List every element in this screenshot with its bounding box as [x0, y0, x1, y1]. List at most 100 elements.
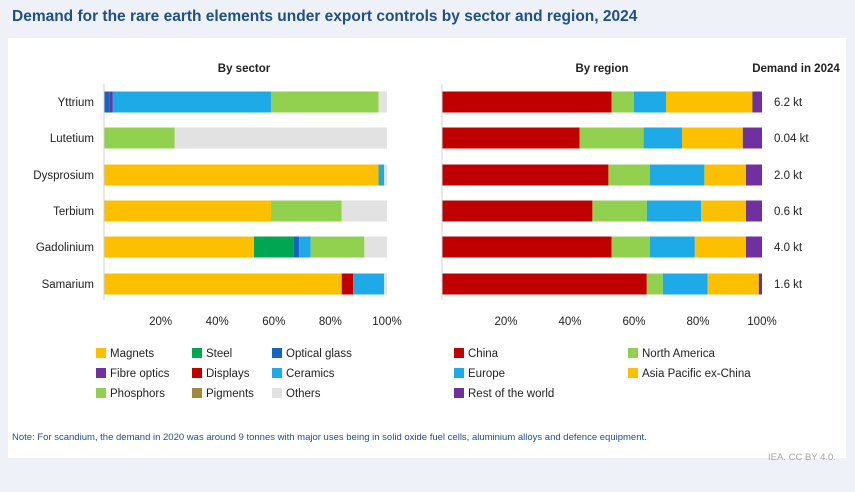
region-bar-segment-terbium-north-america [592, 200, 647, 222]
region-bar-segment-yttrium-europe [634, 91, 666, 113]
category-label: Gadolinium [36, 242, 94, 254]
region-bar-segment-dysprosium-rest-of-the-world [746, 164, 762, 186]
demand-value: 0.6 kt [774, 206, 803, 218]
chart-card: By sector 20% 40% 60% 80% 100% By region 20% 40%… [8, 38, 846, 463]
sector-bar-segment-dysprosium-ceramics [378, 164, 385, 186]
sector-x-tick-label: 40% [206, 316, 229, 328]
category-label: Dysprosium [33, 170, 94, 182]
sector-bar-segment-gadolinium-ceramics [299, 236, 311, 258]
category-label: Yttrium [58, 97, 94, 109]
legend-label-rest-of-the-world: Rest of the world [468, 388, 554, 400]
demand-value: 2.0 kt [774, 170, 803, 182]
sector-bar-segment-samarium-magnets [104, 273, 342, 295]
region-x-tick-label: 20% [494, 316, 517, 328]
chart-title: Demand for the rare earth elements under… [12, 8, 638, 25]
demand-value: 0.04 kt [774, 133, 809, 145]
note-text: Note: For scandium, the demand in 2020 w… [12, 432, 647, 443]
region-bar-segment-lutetium-europe [643, 127, 682, 149]
legend-swatch-pigments [192, 388, 202, 398]
region-bar-segment-terbium-europe [646, 200, 702, 222]
region-bar-segment-dysprosium-north-america [608, 164, 650, 186]
legend-swatch-ceramics [272, 368, 282, 378]
region-bar-segment-gadolinium-china [442, 236, 612, 258]
region-bar-segment-samarium-rest-of-the-world [758, 273, 762, 295]
legend-swatch-phosphors [96, 388, 106, 398]
legend-label-china: China [468, 348, 499, 360]
sector-panel-title: By sector [218, 63, 271, 75]
legend-swatch-displays [192, 368, 202, 378]
sector-bar-segment-samarium-ceramics [353, 273, 385, 295]
sector-bar-segment-terbium-phosphors [270, 200, 342, 222]
region-bar-segment-lutetium-china [442, 127, 580, 149]
demand-value: 1.6 kt [774, 279, 803, 291]
sector-bar-segment-lutetium-phosphors [104, 127, 175, 149]
legend-label-others: Others [286, 388, 321, 400]
region-bar-segment-dysprosium-asia-pacific-ex-china [704, 164, 746, 186]
sector-bar-segment-gadolinium-steel [253, 236, 294, 258]
region-bar-segment-gadolinium-rest-of-the-world [746, 236, 762, 258]
sector-bar-segment-dysprosium-magnets [104, 164, 379, 186]
legend-label-phosphors: Phosphors [110, 388, 165, 400]
region-bar-segment-samarium-asia-pacific-ex-china [707, 273, 759, 295]
category-label: Samarium [42, 279, 94, 291]
sector-bar-segment-yttrium-ceramics [112, 91, 271, 113]
legend-swatch-magnets [96, 348, 106, 358]
credit-text: IEA. CC BY 4.0. [768, 452, 836, 463]
sector-bar-segment-yttrium-others [378, 91, 387, 113]
demand-value: 6.2 kt [774, 97, 803, 109]
region-bar-segment-yttrium-rest-of-the-world [752, 91, 762, 113]
category-label: Terbium [53, 206, 94, 218]
legend-label-fibre-optics: Fibre optics [110, 368, 170, 380]
sector-x-tick-label: 100% [372, 316, 401, 328]
legend-swatch-asia-pacific-ex-china [628, 368, 638, 378]
legend-label-europe: Europe [468, 368, 505, 380]
sector-bar-segment-gadolinium-magnets [104, 236, 254, 258]
region-bar-segment-dysprosium-china [442, 164, 609, 186]
region-x-tick-label: 40% [558, 316, 581, 328]
region-x-tick-label: 100% [747, 316, 776, 328]
sector-bar-segment-gadolinium-optical-glass [293, 236, 300, 258]
sector-bar-segment-yttrium-phosphors [270, 91, 379, 113]
legend-swatch-optical-glass [272, 348, 282, 358]
legend-swatch-fibre-optics [96, 368, 106, 378]
sector-x-tick-label: 20% [149, 316, 172, 328]
sector-bar-segment-dysprosium-others [384, 164, 387, 186]
demand-value: 4.0 kt [774, 242, 803, 254]
region-bar-segment-gadolinium-north-america [611, 236, 650, 258]
region-bar-segment-terbium-rest-of-the-world [746, 200, 762, 222]
demand-header: Demand in 2024 [752, 63, 840, 75]
sector-bar-segment-samarium-others [384, 273, 387, 295]
region-bar-segment-samarium-china [442, 273, 647, 295]
stacked-bar-charts: By sector 20% 40% 60% 80% 100% By region 20% 40%… [33, 63, 840, 400]
region-bar-segment-dysprosium-europe [650, 164, 705, 186]
legend-label-magnets: Magnets [110, 348, 154, 360]
legend-swatch-europe [454, 368, 464, 378]
sector-bar-segment-lutetium-others [174, 127, 387, 149]
legend-swatch-steel [192, 348, 202, 358]
category-label: Lutetium [50, 133, 94, 145]
sector-bar-segment-yttrium-fibre-optics [109, 91, 113, 113]
legend-label-ceramics: Ceramics [286, 368, 335, 380]
region-bar-segment-yttrium-asia-pacific-ex-china [666, 91, 753, 113]
sector-x-tick-label: 60% [262, 316, 285, 328]
sector-bar-segment-terbium-magnets [104, 200, 271, 222]
region-bar-segment-samarium-europe [662, 273, 708, 295]
region-bar-segment-samarium-north-america [646, 273, 663, 295]
region-bar-segment-terbium-china [442, 200, 593, 222]
legend-label-pigments: Pigments [206, 388, 254, 400]
legend-label-asia-pacific-ex-china: Asia Pacific ex-China [642, 368, 751, 380]
region-bar-segment-gadolinium-asia-pacific-ex-china [694, 236, 746, 258]
region-bar-segment-yttrium-north-america [611, 91, 634, 113]
legend-swatch-north-america [628, 348, 638, 358]
region-bar-segment-lutetium-north-america [579, 127, 644, 149]
sector-bar-segment-gadolinium-phosphors [310, 236, 365, 258]
sector-bar-segment-terbium-others [341, 200, 387, 222]
region-x-tick-label: 60% [622, 316, 645, 328]
sector-bar-segment-samarium-displays [341, 273, 354, 295]
legend-label-steel: Steel [206, 348, 232, 360]
region-panel-title: By region [575, 63, 628, 75]
region-bar-segment-lutetium-asia-pacific-ex-china [682, 127, 743, 149]
sector-bar-segment-yttrium-optical-glass [104, 91, 110, 113]
sector-bar-segment-gadolinium-others [364, 236, 387, 258]
legend-swatch-rest-of-the-world [454, 388, 464, 398]
